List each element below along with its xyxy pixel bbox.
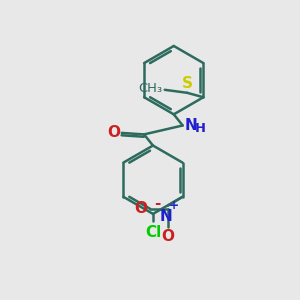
Text: N: N	[160, 209, 172, 224]
Text: CH₃: CH₃	[138, 82, 162, 95]
Text: Cl: Cl	[145, 225, 161, 240]
Text: N: N	[184, 118, 197, 133]
Text: S: S	[182, 76, 193, 91]
Text: O: O	[161, 229, 174, 244]
Text: O: O	[134, 201, 148, 216]
Text: +: +	[169, 199, 179, 212]
Text: -: -	[154, 196, 160, 211]
Text: H: H	[195, 122, 206, 135]
Text: O: O	[107, 125, 120, 140]
